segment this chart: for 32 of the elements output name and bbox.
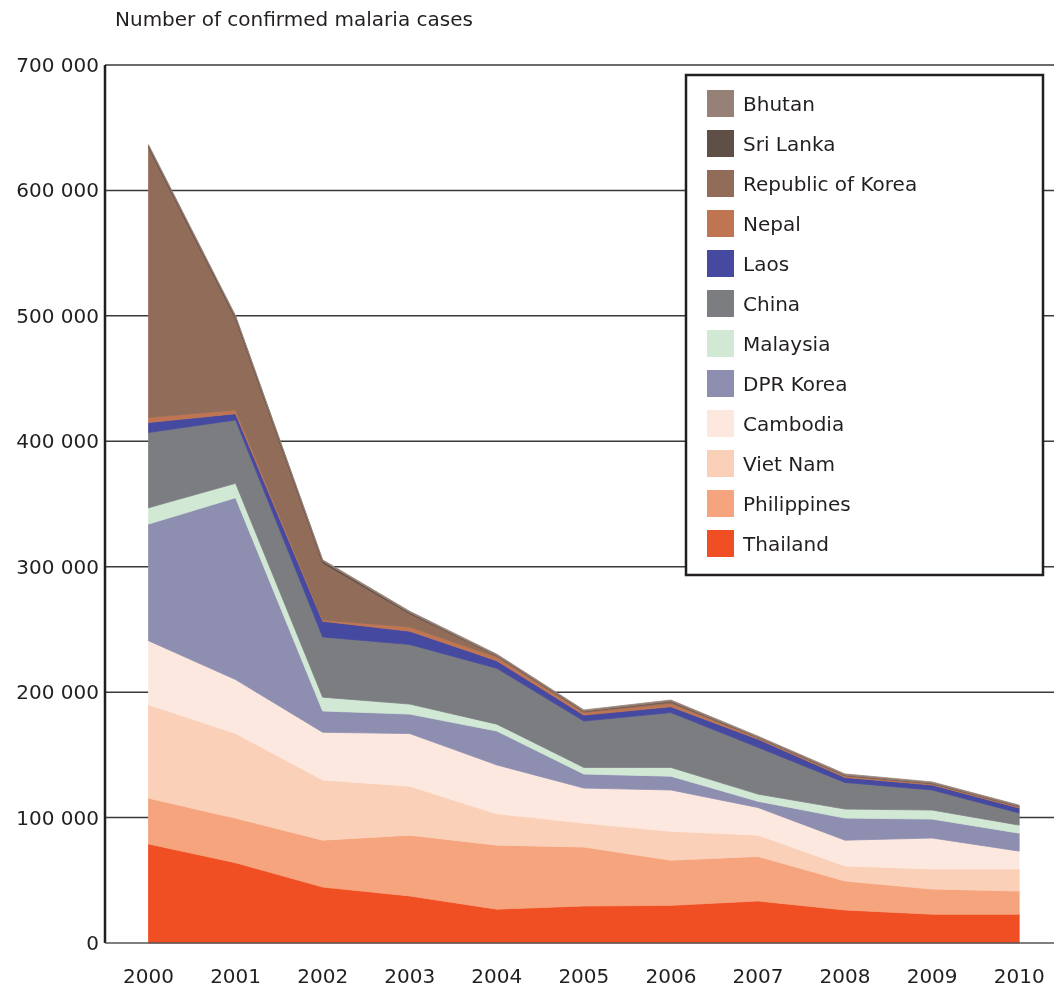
legend-label: Malaysia — [743, 332, 831, 356]
legend-label: Viet Nam — [743, 452, 836, 476]
legend-label: China — [743, 292, 801, 316]
y-tick-label: 200 000 — [16, 680, 99, 705]
y-tick-label: 0 — [86, 931, 99, 955]
legend-label: Laos — [743, 252, 790, 276]
x-tick-label: 2004 — [471, 964, 523, 988]
y-axis-title: Number of confirmed malaria cases — [115, 7, 473, 31]
x-tick-label: 2002 — [297, 964, 349, 988]
x-tick-label: 2003 — [384, 964, 436, 988]
legend-label: DPR Korea — [743, 372, 848, 396]
y-tick-label: 300 000 — [16, 554, 99, 579]
legend-label: Philippines — [743, 492, 851, 516]
y-tick-label: 400 000 — [16, 429, 99, 454]
legend-label: Nepal — [743, 212, 801, 236]
legend-label: Cambodia — [743, 412, 845, 436]
legend-label: Republic of Korea — [743, 172, 918, 196]
x-tick-label: 2006 — [645, 964, 697, 988]
legend-label: Bhutan — [743, 92, 815, 116]
x-tick-label: 2001 — [210, 964, 262, 988]
x-tick-label: 2010 — [993, 964, 1045, 988]
x-tick-label: 2000 — [123, 964, 174, 988]
legend-label: Thailand — [742, 532, 829, 556]
x-tick-label: 2005 — [558, 964, 610, 988]
x-tick-label: 2009 — [906, 964, 958, 988]
y-tick-label: 700 000 — [16, 53, 99, 77]
y-tick-label: 100 000 — [16, 805, 99, 830]
x-tick-label: 2008 — [819, 964, 871, 988]
y-tick-label: 600 000 — [16, 178, 99, 203]
y-tick-label: 500 000 — [16, 303, 99, 328]
legend-label: Sri Lanka — [743, 132, 836, 156]
x-tick-label: 2007 — [732, 964, 784, 988]
